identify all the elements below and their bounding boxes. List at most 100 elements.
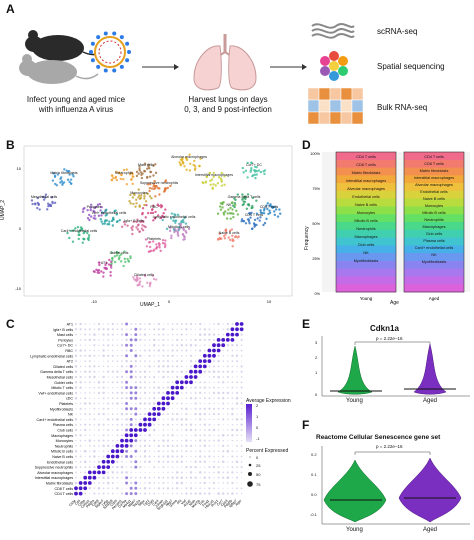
- dotplot-row-label: Mesothelial cells: [47, 376, 74, 380]
- umap-point: [151, 274, 155, 278]
- dotplot-dot: [181, 429, 183, 431]
- stacked-ytick: 75%: [312, 187, 320, 191]
- dotplot-dot: [212, 407, 216, 410]
- dotplot-dot: [162, 418, 165, 421]
- dotplot-dot: [125, 349, 128, 352]
- umap-point: [77, 237, 80, 241]
- umap-point: [249, 216, 252, 219]
- dotplot-dot: [221, 492, 225, 495]
- dotplot-dot: [226, 370, 229, 373]
- bulk-cell: [340, 99, 353, 113]
- umap-point: [93, 270, 96, 274]
- dotplot-dot: [107, 370, 110, 373]
- dotplot-dot: [115, 449, 120, 454]
- dotplot-dot: [102, 333, 105, 336]
- dotplot-dot: [213, 434, 215, 436]
- dotplot-dot: [139, 434, 142, 437]
- dotplot-dot: [203, 381, 206, 384]
- dotplot-dot: [152, 402, 156, 405]
- dotplot-dot: [93, 397, 95, 399]
- dotplot-dot: [157, 450, 160, 453]
- umap-point: [116, 220, 119, 223]
- dotplot-dot: [149, 334, 151, 336]
- dotplot-dot: [194, 476, 197, 479]
- dotplot-dot: [129, 455, 133, 458]
- dotplot-dot: [107, 392, 109, 394]
- dotplot-dot: [171, 402, 174, 405]
- dotplot-dot: [120, 455, 124, 458]
- umap-point: [227, 236, 230, 239]
- umap-point: [268, 204, 272, 207]
- dotplot-dot: [194, 391, 197, 394]
- dotplot-dot: [111, 354, 114, 357]
- dotplot-dot: [236, 466, 238, 468]
- dotplot-dot: [226, 492, 229, 495]
- dotplot-dot: [185, 444, 188, 448]
- dotplot-dot: [167, 408, 169, 410]
- umap-point: [131, 228, 134, 232]
- dotplot-dot: [217, 413, 220, 416]
- dotplot-dot: [98, 355, 100, 357]
- dotplot-dot: [107, 471, 110, 474]
- virus-spike: [127, 50, 131, 54]
- dotplot-dot: [199, 381, 202, 384]
- umap-point: [89, 206, 93, 209]
- dotplot-col-label: Ccr7: [216, 499, 224, 507]
- dotplot-dot: [170, 391, 175, 395]
- dotplot-dot: [103, 360, 105, 362]
- dotplot-dot: [194, 381, 197, 384]
- umap-point: [69, 182, 73, 185]
- dotplot-dot: [199, 397, 202, 400]
- dotplot-dot: [107, 402, 110, 405]
- dotplot-dot: [79, 429, 82, 431]
- dotplot-dot: [162, 349, 165, 352]
- dotplot-dot: [158, 466, 160, 468]
- dotplot-dot: [121, 371, 123, 373]
- dotplot-dot: [236, 482, 238, 484]
- dotplot-dot: [107, 423, 109, 426]
- dotplot-dot: [125, 343, 129, 347]
- dotplot-dot: [84, 370, 87, 373]
- dotplot-dot: [98, 397, 100, 399]
- dotplot-dot: [231, 477, 233, 479]
- dotplot-dot: [75, 360, 77, 363]
- dotplot-dot: [120, 471, 124, 474]
- umap-point: [210, 178, 214, 181]
- dotplot-dot: [180, 333, 183, 336]
- umap-point: [46, 208, 49, 211]
- stacked-segment: [404, 175, 464, 184]
- dotplot-dot: [134, 412, 138, 416]
- umap-point: [145, 245, 149, 248]
- dotplot-dot: [134, 381, 137, 384]
- dotplot-dot: [102, 476, 105, 479]
- umap-point: [201, 181, 204, 184]
- umap-point: [123, 250, 126, 253]
- dotplot-dot: [212, 428, 216, 432]
- umap-cluster-label: Naive B cells: [219, 231, 240, 235]
- dotplot-dot: [222, 407, 225, 410]
- dotplot-dot: [97, 391, 101, 395]
- dotplot-dot: [181, 487, 183, 489]
- umap-point: [137, 188, 140, 191]
- expr-tick-0: 2: [256, 403, 259, 408]
- dotplot-dot: [134, 327, 138, 331]
- dotplot-dot: [236, 339, 238, 341]
- dotplot-col-label: Cd3e: [68, 499, 77, 508]
- dotplot-dot: [143, 444, 147, 448]
- dotplot-dot: [227, 487, 229, 489]
- stacked-segment-label: Macrophages: [354, 235, 377, 239]
- dotplot-dot: [84, 413, 87, 416]
- dotplot-col-label: Msln: [188, 499, 196, 507]
- dotplot-col-label: Ly6g: [101, 499, 109, 507]
- dotplot-dot: [130, 328, 133, 331]
- umap-point: [42, 198, 46, 201]
- umap-point: [162, 215, 165, 219]
- umap-point: [156, 214, 160, 217]
- dotplot-dot: [74, 386, 78, 389]
- dotplot-dot: [101, 470, 106, 475]
- dotplot-col-label: Nkg7: [165, 499, 174, 508]
- dotplot-dot: [153, 476, 155, 479]
- stacked-ylabel: Frequency: [304, 226, 310, 250]
- umap-point: [115, 178, 119, 182]
- umap-point: [230, 228, 234, 231]
